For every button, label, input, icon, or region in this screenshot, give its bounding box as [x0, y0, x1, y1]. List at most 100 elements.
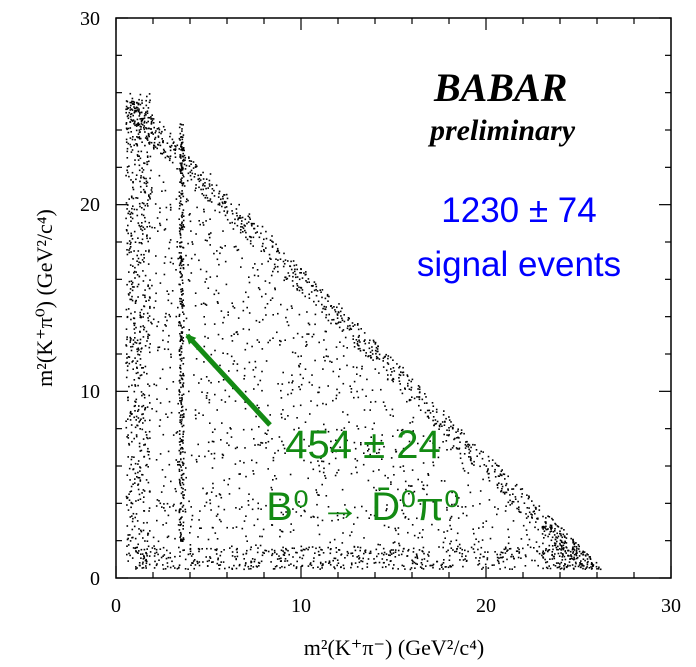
data-point	[146, 110, 149, 112]
data-point	[249, 218, 251, 220]
data-point	[179, 156, 182, 158]
data-point	[349, 385, 351, 387]
data-point	[160, 152, 162, 155]
data-point	[346, 327, 349, 330]
data-point	[189, 544, 192, 546]
data-point	[496, 486, 499, 489]
data-point	[572, 541, 575, 543]
data-point	[578, 545, 580, 548]
data-point	[144, 294, 146, 297]
data-point	[301, 277, 304, 279]
data-point	[582, 567, 584, 570]
data-point	[189, 532, 191, 534]
data-point	[549, 526, 551, 528]
data-point	[377, 350, 379, 353]
data-point	[211, 467, 214, 469]
data-point	[142, 529, 145, 532]
data-point	[508, 548, 511, 550]
data-point	[146, 555, 148, 557]
data-point	[182, 372, 184, 375]
data-point	[125, 426, 128, 429]
data-point	[583, 551, 586, 553]
data-point	[253, 560, 256, 563]
data-point	[127, 537, 129, 540]
data-point	[181, 482, 184, 484]
data-point	[475, 538, 477, 540]
data-point	[450, 425, 452, 428]
data-point	[147, 120, 149, 123]
data-point	[528, 507, 530, 509]
data-point	[286, 450, 288, 452]
data-point	[269, 299, 272, 301]
data-point	[469, 491, 472, 494]
data-point	[292, 285, 295, 287]
data-point	[234, 218, 236, 221]
data-point	[178, 126, 181, 129]
data-point	[138, 202, 141, 205]
data-point	[127, 232, 129, 235]
data-point	[188, 329, 190, 331]
data-point	[141, 141, 143, 143]
data-point	[239, 460, 241, 462]
data-point	[247, 500, 250, 502]
data-point	[140, 391, 143, 393]
data-point	[147, 337, 149, 340]
data-point	[167, 450, 170, 453]
data-point	[184, 489, 187, 491]
data-point	[157, 136, 160, 138]
data-point	[473, 460, 475, 463]
data-point	[154, 203, 157, 205]
data-point	[248, 281, 251, 284]
data-point	[312, 333, 315, 336]
data-point	[142, 336, 145, 338]
data-point	[127, 399, 129, 402]
data-point	[205, 493, 208, 495]
data-point	[129, 143, 131, 146]
data-point	[130, 506, 132, 509]
data-point	[348, 328, 351, 331]
data-point	[560, 533, 562, 535]
data-point	[174, 567, 176, 569]
data-point	[200, 378, 203, 380]
data-point	[216, 301, 219, 303]
data-point	[579, 566, 582, 568]
data-point	[575, 551, 578, 553]
data-point	[226, 442, 228, 444]
data-point	[338, 375, 340, 378]
data-point	[404, 516, 406, 519]
data-point	[147, 335, 149, 338]
data-point	[456, 532, 459, 535]
data-point	[179, 300, 181, 303]
data-point	[523, 502, 526, 504]
data-point	[270, 258, 272, 260]
data-point	[364, 550, 366, 552]
data-point	[356, 459, 359, 462]
data-point	[169, 149, 172, 152]
data-point	[184, 568, 187, 570]
data-point	[547, 515, 549, 517]
data-point	[219, 554, 222, 557]
data-point	[500, 474, 502, 476]
data-point	[288, 275, 291, 277]
data-point	[417, 478, 419, 481]
data-point	[244, 447, 246, 449]
data-point	[137, 133, 140, 135]
data-point	[126, 436, 128, 438]
data-point	[283, 566, 286, 569]
data-point	[141, 553, 144, 555]
data-point	[315, 547, 317, 550]
data-point	[126, 150, 129, 153]
data-point	[204, 185, 206, 187]
data-point	[272, 459, 275, 462]
data-point	[143, 396, 146, 399]
data-point	[323, 467, 325, 470]
data-point	[247, 215, 250, 217]
data-point	[296, 289, 299, 291]
data-point	[137, 384, 139, 387]
data-point	[432, 501, 434, 503]
data-point	[170, 302, 173, 305]
data-point	[133, 123, 135, 125]
data-point	[126, 249, 128, 251]
data-point	[590, 562, 593, 564]
data-point	[156, 398, 158, 400]
